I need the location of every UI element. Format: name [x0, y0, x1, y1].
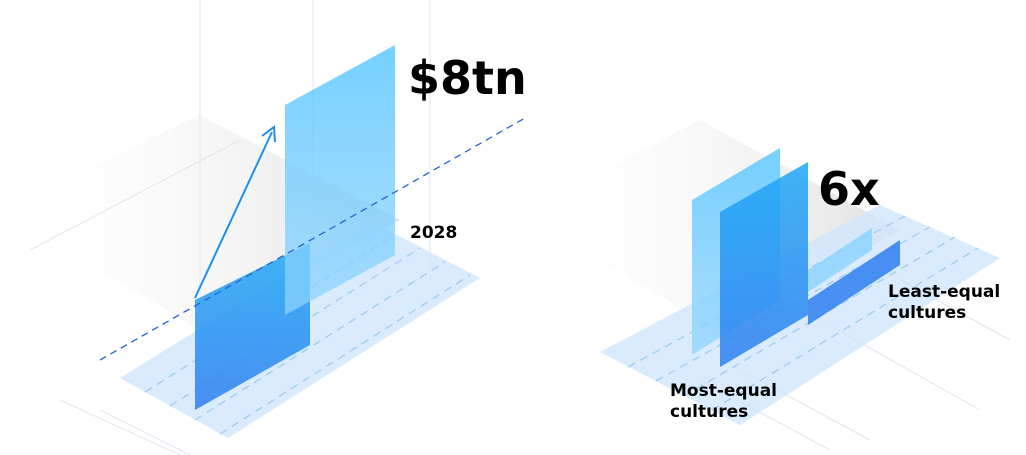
tall-panel — [285, 45, 395, 315]
headline: $8tn — [408, 51, 527, 105]
label-least: cultures — [888, 303, 966, 323]
label-most: cultures — [670, 402, 748, 422]
year: 2028 — [410, 223, 457, 243]
arrow-head — [261, 125, 276, 143]
bar-dark — [808, 240, 900, 325]
trend-line — [99, 117, 526, 361]
small-panel — [195, 243, 310, 410]
left-illustration: $8tn 2028 — [0, 0, 527, 455]
headline: 6x — [818, 162, 880, 216]
arrow — [194, 131, 273, 299]
right-illustration: 6x Least-equal cultures Most-equal cultu… — [520, 120, 1011, 451]
bar-light — [808, 228, 872, 292]
label-least: Least-equal — [888, 282, 1000, 302]
panel-dark — [720, 162, 808, 367]
label-most: Most-equal — [670, 381, 777, 401]
